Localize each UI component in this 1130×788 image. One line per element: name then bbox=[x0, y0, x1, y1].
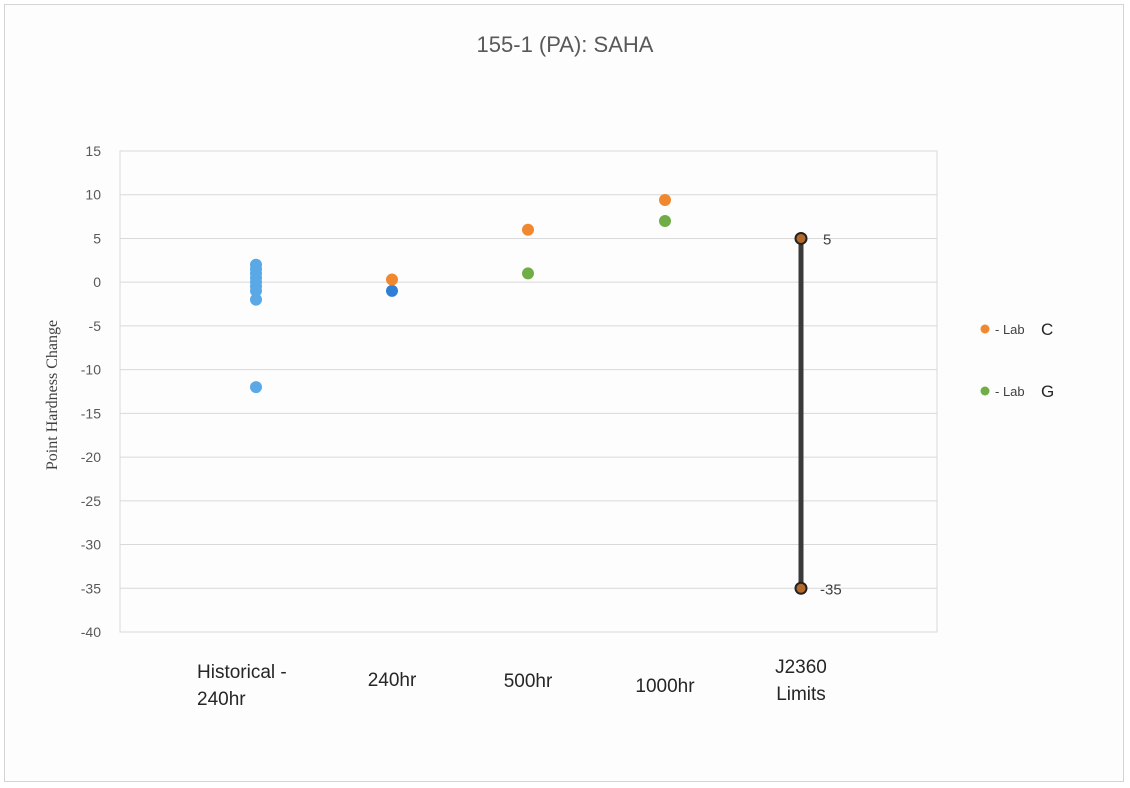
gridlines bbox=[119, 150, 938, 633]
chart-title: 155-1 (PA): SAHA bbox=[476, 32, 654, 57]
y-tick-labels: 15 10 5 0 -5 -10 -15 -20 -25 -30 -35 -40 bbox=[81, 143, 101, 640]
data-point bbox=[386, 273, 398, 286]
x-category-label: J2360 Limits bbox=[775, 657, 827, 705]
y-tick-label: -5 bbox=[89, 318, 102, 334]
lower-limit-marker bbox=[794, 581, 808, 595]
data-point bbox=[522, 223, 534, 236]
y-tick-label: -40 bbox=[81, 624, 101, 640]
data-point bbox=[386, 284, 398, 297]
legend-marker bbox=[980, 324, 990, 334]
y-tick-label: -10 bbox=[81, 362, 101, 378]
y-tick-label: -15 bbox=[81, 405, 101, 421]
y-tick-label: -35 bbox=[81, 580, 101, 596]
y-tick-label: 0 bbox=[93, 274, 101, 290]
lower-limit-label: -35 bbox=[820, 581, 842, 598]
legend-label: - Lab bbox=[995, 384, 1025, 399]
data-points bbox=[250, 193, 671, 394]
plot-area-border bbox=[119, 150, 938, 633]
data-point bbox=[250, 284, 262, 297]
y-tick-label: -30 bbox=[81, 537, 101, 553]
upper-limit-marker bbox=[794, 231, 808, 245]
y-tick-label: -20 bbox=[81, 449, 101, 465]
x-category-label: Historical -240hr bbox=[197, 662, 287, 710]
x-category-label: 500hr bbox=[504, 671, 553, 692]
legend-letter: G bbox=[1041, 382, 1054, 401]
legend-marker bbox=[980, 386, 990, 396]
data-point bbox=[250, 381, 262, 394]
legend-label: - Lab bbox=[995, 322, 1025, 337]
data-point bbox=[659, 214, 671, 227]
y-tick-label: 15 bbox=[85, 143, 101, 159]
upper-limit-label: 5 bbox=[823, 231, 831, 248]
x-category-labels: Historical -240hr 240hr 500hr 1000hr J2360 Li… bbox=[197, 657, 827, 710]
y-axis-label: Point Hardness Change bbox=[44, 320, 61, 470]
data-point bbox=[659, 193, 671, 206]
data-point bbox=[250, 293, 262, 306]
y-tick-label: 10 bbox=[85, 187, 101, 203]
data-point bbox=[522, 267, 534, 280]
y-tick-label: 5 bbox=[93, 230, 101, 246]
x-category-label: 1000hr bbox=[635, 676, 695, 697]
x-category-label: 240hr bbox=[368, 670, 417, 691]
legend-letter: C bbox=[1041, 320, 1053, 339]
y-tick-label: -25 bbox=[81, 493, 101, 509]
limit-range: 5 -35 bbox=[794, 231, 842, 598]
legend: - Lab C - Lab G bbox=[980, 320, 1054, 401]
